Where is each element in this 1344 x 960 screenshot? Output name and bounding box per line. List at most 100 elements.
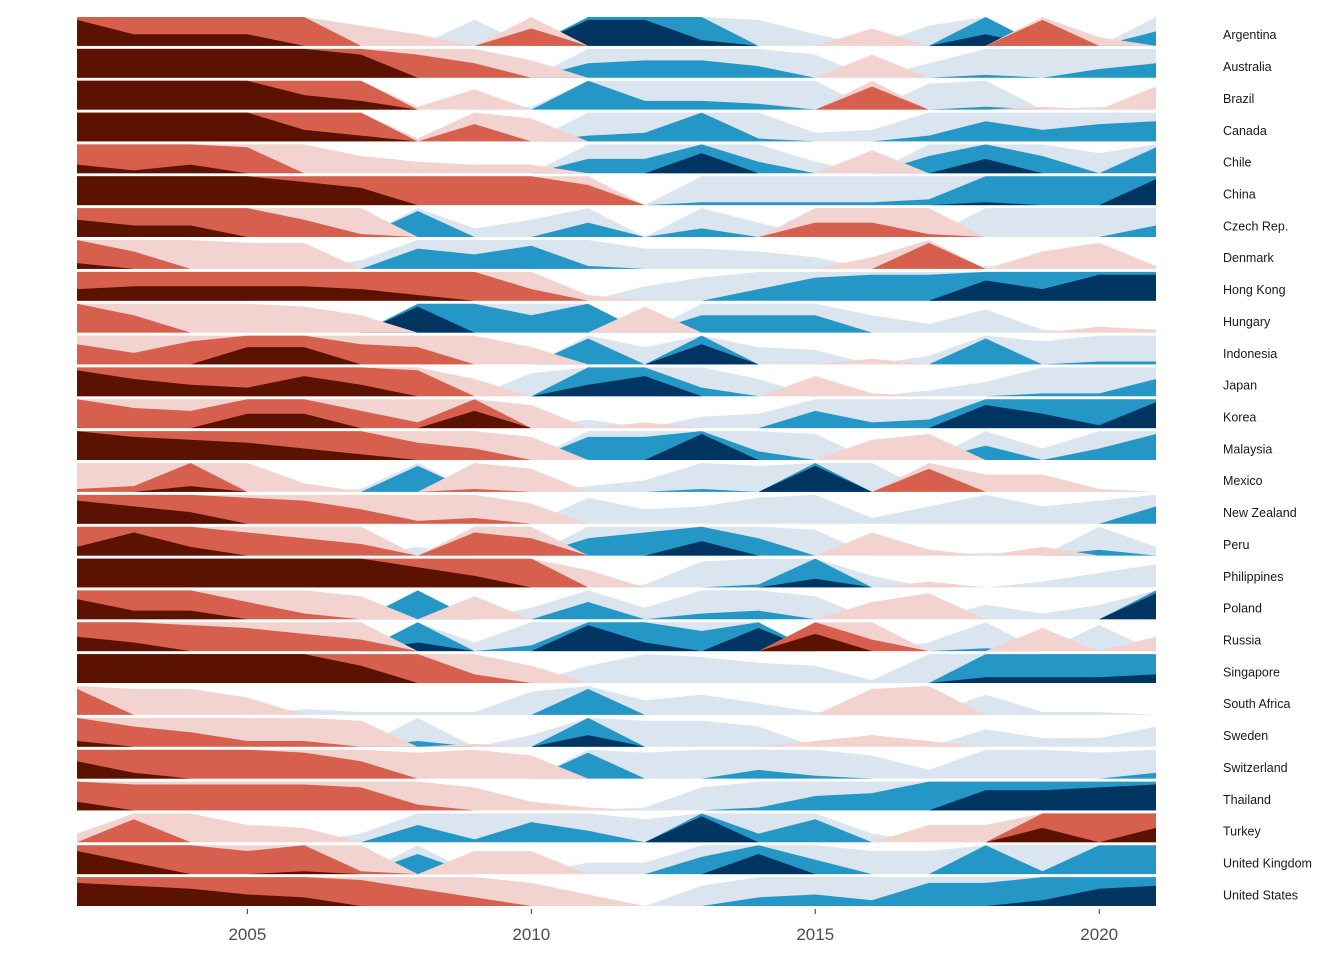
- row-label-turkey: Turkey: [1223, 825, 1261, 839]
- band-pos1-switzerland: [77, 749, 1156, 779]
- band-pos2-hong-kong: [77, 271, 1156, 301]
- band-neg2-united-states: [77, 877, 1156, 906]
- band-pos2-united-kingdom: [77, 845, 1156, 875]
- band-pos1-denmark: [77, 240, 1156, 269]
- row-label-chile: Chile: [1223, 156, 1252, 170]
- band-neg1-south-africa: [77, 686, 1156, 715]
- band-pos2-chile: [77, 144, 1156, 174]
- horizon-row-canada: [77, 112, 1156, 142]
- band-pos3-korea: [77, 402, 1156, 429]
- band-neg2-russia: [77, 622, 1156, 652]
- band-neg3-australia: [77, 48, 1156, 78]
- band-pos1-indonesia: [77, 335, 1156, 365]
- band-pos3-thailand: [77, 784, 1156, 811]
- band-pos2-poland: [77, 590, 1156, 620]
- row-label-brazil: Brazil: [1223, 92, 1254, 106]
- band-neg1-denmark: [77, 240, 1156, 269]
- band-pos2-sweden: [77, 717, 1156, 747]
- band-pos1-korea: [77, 399, 1156, 429]
- row-label-new-zealand: New Zealand: [1223, 506, 1297, 520]
- band-neg2-united-kingdom: [77, 845, 1156, 875]
- horizon-row-czech-rep: [77, 208, 1156, 237]
- x-tick-label-2010: 2010: [512, 925, 550, 944]
- horizon-row-japan: [77, 367, 1156, 397]
- row-label-thailand: Thailand: [1223, 793, 1271, 807]
- band-neg2-sweden: [77, 717, 1156, 747]
- band-neg2-switzerland: [77, 749, 1156, 779]
- row-label-japan: Japan: [1223, 379, 1257, 393]
- band-neg3-indonesia: [77, 347, 1156, 365]
- row-label-philippines: Philippines: [1223, 570, 1283, 584]
- band-neg3-poland: [77, 599, 1156, 620]
- band-neg3-czech-rep: [77, 219, 1156, 237]
- band-pos2-peru: [77, 526, 1156, 556]
- band-pos3-argentina: [77, 19, 1156, 46]
- band-neg3-new-zealand: [77, 500, 1156, 524]
- band-pos1-poland: [77, 590, 1156, 620]
- band-pos2-hungary: [77, 303, 1156, 333]
- horizon-row-singapore: [77, 654, 1156, 683]
- horizon-row-chile: [77, 144, 1156, 174]
- band-neg2-indonesia: [77, 335, 1156, 365]
- band-pos1-czech-rep: [77, 208, 1156, 237]
- band-neg3-chile: [77, 164, 1156, 174]
- band-neg3-philippines: [77, 558, 1156, 588]
- horizon-row-switzerland: [77, 749, 1156, 779]
- band-neg3-malaysia: [77, 431, 1156, 460]
- horizon-row-sweden: [77, 717, 1156, 747]
- row-label-china: China: [1223, 188, 1256, 202]
- band-neg3-singapore: [77, 654, 1156, 683]
- horizon-row-argentina: [77, 17, 1156, 46]
- band-pos3-russia: [77, 625, 1156, 652]
- band-neg2-korea: [77, 399, 1156, 429]
- band-pos1-singapore: [77, 654, 1156, 683]
- row-label-switzerland: Switzerland: [1223, 761, 1288, 775]
- row-label-korea: Korea: [1223, 411, 1256, 425]
- band-pos1-south-africa: [77, 686, 1156, 715]
- row-label-singapore: Singapore: [1223, 665, 1280, 679]
- band-pos2-czech-rep: [77, 211, 1156, 237]
- horizon-row-hong-kong: [77, 271, 1156, 301]
- x-tick-label-2020: 2020: [1080, 925, 1118, 944]
- row-label-poland: Poland: [1223, 602, 1262, 616]
- band-neg3-turkey: [77, 827, 1156, 843]
- x-axis: 2005 2010 2015 2020: [228, 909, 1118, 944]
- horizon-row-united-kingdom: [77, 845, 1156, 875]
- band-pos3-singapore: [77, 674, 1156, 683]
- row-label-russia: Russia: [1223, 634, 1261, 648]
- band-pos2-turkey: [77, 813, 1156, 843]
- band-pos2-south-africa: [77, 688, 1156, 715]
- row-labels: Argentina Australia Brazil Canada Chile China…: [1223, 28, 1312, 902]
- horizon-row-poland: [77, 590, 1156, 620]
- band-pos2-malaysia: [77, 431, 1156, 460]
- band-pos1-united-kingdom: [77, 845, 1156, 875]
- band-pos3-hong-kong: [77, 274, 1156, 301]
- band-pos3-japan: [77, 376, 1156, 397]
- horizon-row-indonesia: [77, 335, 1156, 365]
- row-label-mexico: Mexico: [1223, 474, 1263, 488]
- band-neg3-peru: [77, 532, 1156, 556]
- horizon-row-denmark: [77, 240, 1156, 269]
- row-label-australia: Australia: [1223, 60, 1272, 74]
- horizon-row-brazil: [77, 80, 1156, 110]
- band-pos2-brazil: [77, 80, 1156, 110]
- band-neg3-united-states: [77, 882, 1156, 906]
- band-pos1-turkey: [77, 813, 1156, 843]
- band-neg2-malaysia: [77, 431, 1156, 460]
- row-label-czech-rep: Czech Rep.: [1223, 219, 1288, 233]
- band-pos3-united-states: [77, 885, 1156, 906]
- band-neg1-poland: [77, 590, 1156, 620]
- horizon-row-peru: [77, 526, 1156, 556]
- band-neg3-hong-kong: [77, 286, 1156, 301]
- row-label-sweden: Sweden: [1223, 729, 1268, 743]
- horizon-row-china: [77, 176, 1156, 206]
- horizon-panels: [77, 17, 1156, 906]
- band-neg3-korea: [77, 410, 1156, 429]
- band-neg2-thailand: [77, 781, 1156, 811]
- row-label-indonesia: Indonesia: [1223, 347, 1277, 361]
- band-neg3-mexico: [77, 486, 1156, 492]
- row-label-peru: Peru: [1223, 538, 1249, 552]
- horizon-row-turkey: [77, 813, 1156, 843]
- band-neg2-new-zealand: [77, 494, 1156, 524]
